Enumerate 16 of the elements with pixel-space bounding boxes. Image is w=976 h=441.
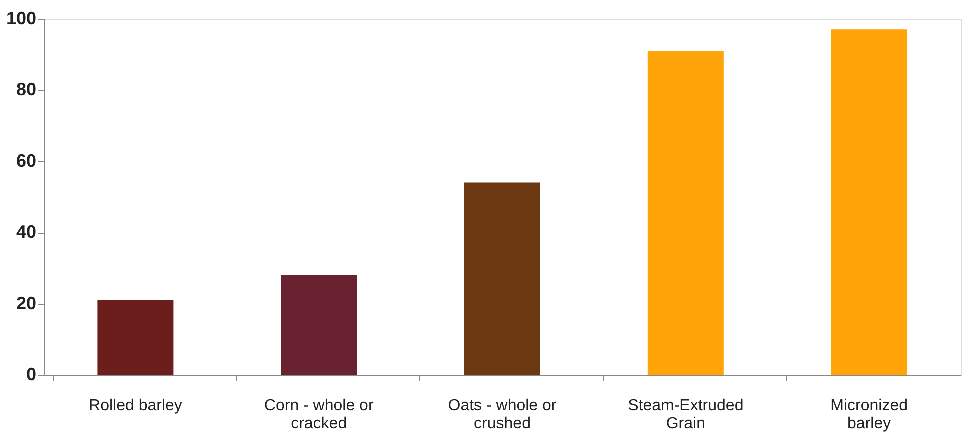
y-tick-label: 20 bbox=[16, 293, 36, 314]
y-tick-label: 60 bbox=[16, 150, 36, 171]
bar bbox=[831, 30, 908, 375]
x-tick-label: Oats - whole or crushed bbox=[448, 398, 558, 432]
x-tick-label: Micronized barley bbox=[830, 398, 908, 432]
x-tick-label: Rolled barley bbox=[89, 398, 182, 414]
bar bbox=[464, 182, 540, 375]
bar bbox=[281, 275, 358, 375]
bar bbox=[98, 300, 174, 375]
y-tick-label: 0 bbox=[26, 364, 36, 384]
x-tick-label: Steam-Extruded Grain bbox=[628, 398, 744, 432]
y-tick-label: 40 bbox=[16, 222, 36, 242]
y-tick-label: 100 bbox=[6, 8, 36, 28]
bar bbox=[648, 51, 724, 375]
y-tick-label: 80 bbox=[16, 80, 36, 100]
x-tick-label: Corn - whole or cracked bbox=[264, 398, 374, 432]
